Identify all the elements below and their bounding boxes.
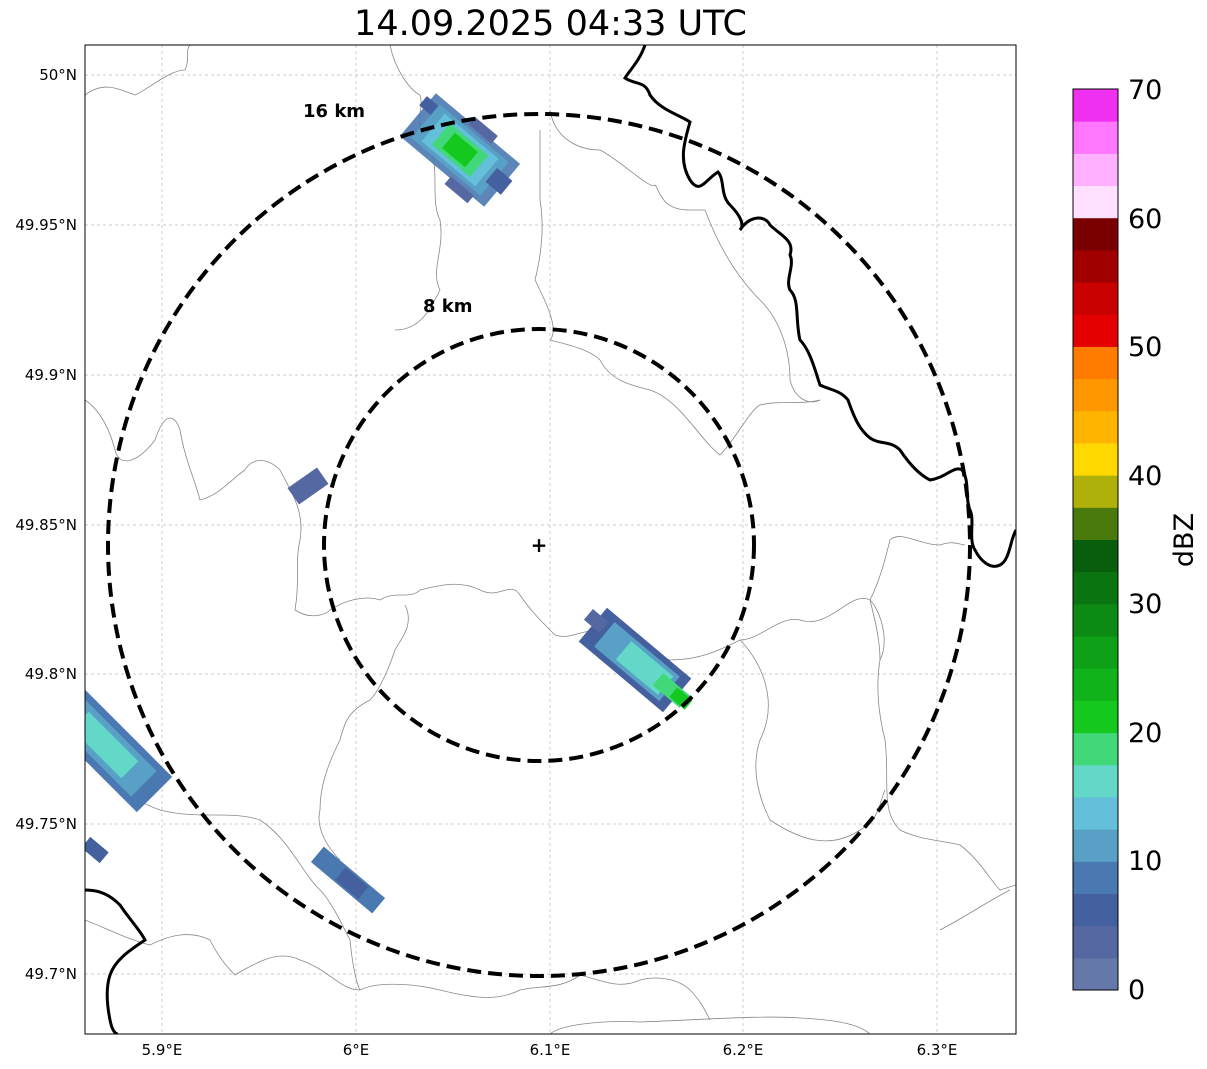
range-ring-8km — [322, 327, 756, 763]
lon-tick: 6.2°E — [723, 1041, 764, 1059]
radar-echo-cell-north — [399, 93, 521, 207]
colorbar-segment — [1073, 668, 1118, 701]
lat-tick: 50°N — [39, 66, 77, 84]
colorbar-tick: 50 — [1128, 332, 1162, 363]
radar-echo-cell-small-2 — [310, 846, 386, 914]
lat-tick: 49.9°N — [25, 366, 77, 384]
colorbar-tick: 10 — [1128, 846, 1162, 877]
colorbar-segment — [1073, 925, 1118, 959]
colorbar-tick: 0 — [1128, 975, 1145, 1006]
colorbar-tick: 40 — [1128, 461, 1162, 492]
colorbar-tick: 30 — [1128, 589, 1162, 620]
ring-label-16km: 16 km — [303, 101, 365, 122]
colorbar-segment — [1073, 89, 1118, 122]
colorbar-tick: 70 — [1128, 75, 1162, 106]
ring-label-8km: 8 km — [423, 296, 473, 317]
colorbar-tick: 60 — [1128, 204, 1162, 235]
colorbar-segment — [1073, 861, 1118, 894]
lat-tick: 49.8°N — [25, 665, 77, 683]
radar-site-marker: + — [531, 533, 548, 557]
lat-tick-labels: 49.7°N 49.75°N 49.8°N 49.85°N 49.9°N 49.… — [15, 66, 77, 983]
colorbar-segment — [1073, 378, 1118, 412]
colorbar-segment — [1073, 185, 1118, 219]
map-frame — [84, 44, 1017, 1035]
colorbar — [1073, 89, 1118, 991]
colorbar-segment — [1073, 346, 1118, 380]
colorbar-segment — [1073, 121, 1118, 154]
colorbar-frame — [1072, 88, 1119, 991]
lon-tick: 6°E — [343, 1041, 370, 1059]
colorbar-segment — [1073, 700, 1118, 734]
lon-tick: 6.3°E — [917, 1041, 958, 1059]
colorbar-ticks: 0 10 20 30 40 50 60 70 — [1128, 75, 1162, 1006]
colorbar-segment — [1073, 475, 1118, 508]
colorbar-segment — [1073, 603, 1118, 637]
colorbar-segment — [1073, 282, 1118, 315]
colorbar-segment — [1073, 893, 1118, 927]
radar-echo-cell-small-3 — [85, 836, 109, 864]
colorbar-segment — [1073, 796, 1118, 830]
map-title: 14.09.2025 04:33 UTC — [354, 4, 747, 44]
lon-tick: 6.1°E — [530, 1041, 571, 1059]
colorbar-segment — [1073, 249, 1118, 283]
colorbar-segment — [1073, 153, 1118, 187]
colorbar-segment — [1073, 217, 1118, 251]
lat-tick: 49.7°N — [25, 965, 77, 983]
map-background — [85, 45, 1016, 1034]
radar-echo-cell-small-1 — [287, 467, 329, 505]
colorbar-segment — [1073, 507, 1118, 540]
colorbar-label: dBZ — [1169, 513, 1200, 567]
colorbar-segment — [1073, 957, 1118, 991]
colorbar-segment — [1073, 764, 1118, 798]
lat-tick: 49.85°N — [15, 516, 77, 534]
lat-tick: 49.75°N — [15, 815, 77, 833]
radar-echo-cell-southeast — [578, 607, 693, 713]
colorbar-segment — [1073, 571, 1118, 605]
lon-tick-labels: 5.9°E 6°E 6.1°E 6.2°E 6.3°E — [142, 1041, 958, 1059]
colorbar-segment — [1073, 829, 1118, 862]
range-ring-16km — [106, 112, 972, 978]
gridlines — [85, 45, 1016, 1034]
colorbar-segment — [1073, 442, 1118, 476]
colorbar-segment — [1073, 410, 1118, 444]
colorbar-segment — [1073, 539, 1118, 573]
colorbar-segment — [1073, 732, 1118, 766]
lat-tick: 49.95°N — [15, 216, 77, 234]
lon-tick: 5.9°E — [142, 1041, 183, 1059]
colorbar-segment — [1073, 636, 1118, 669]
radar-echo-cell-west — [85, 677, 173, 813]
colorbar-segment — [1073, 314, 1118, 347]
colorbar-tick: 20 — [1128, 718, 1162, 749]
